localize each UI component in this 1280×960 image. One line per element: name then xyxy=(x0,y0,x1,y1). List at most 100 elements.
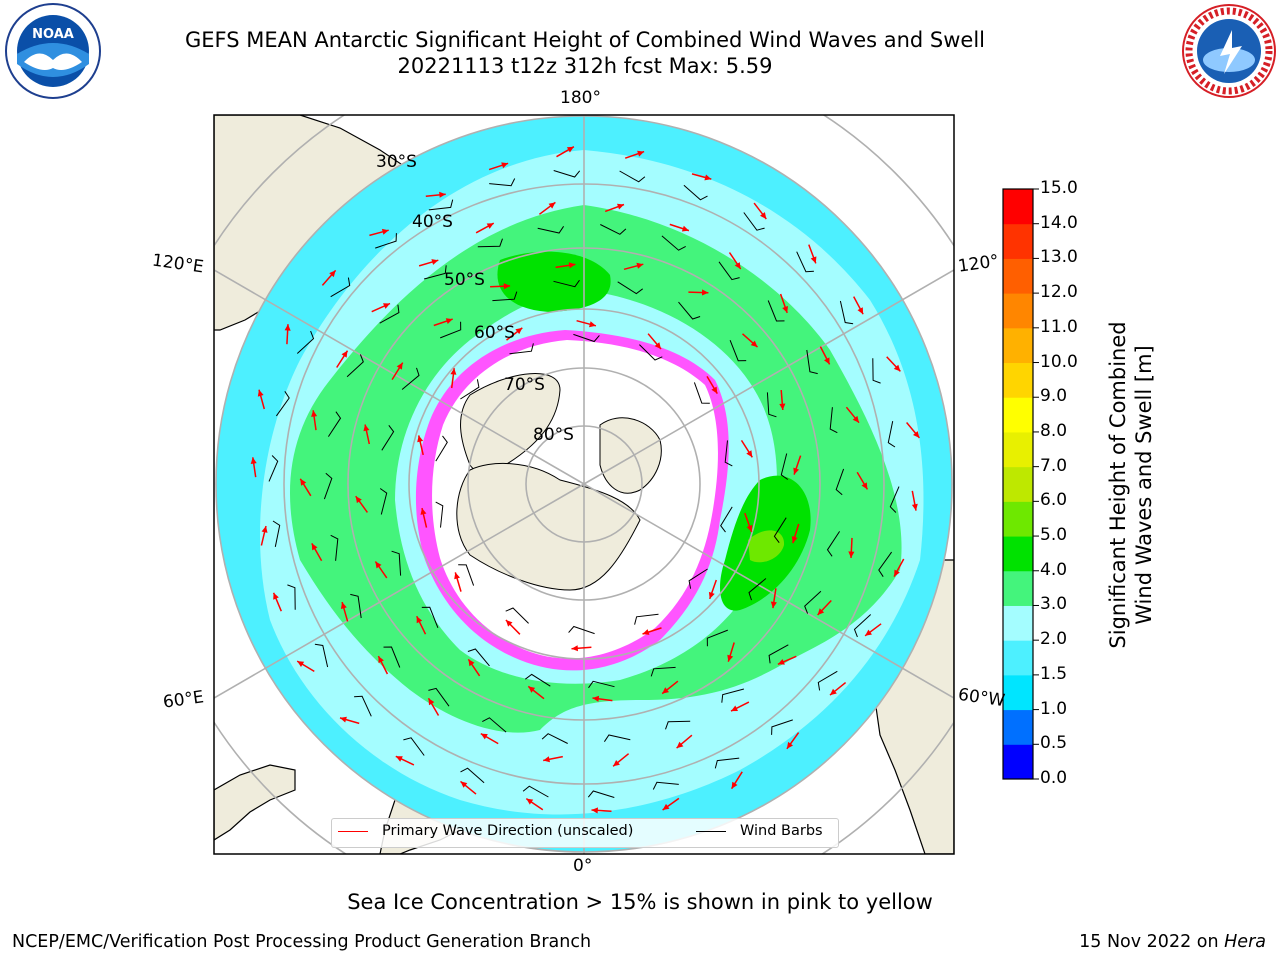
wind-barb xyxy=(678,301,701,320)
wind-barb xyxy=(839,300,854,325)
wave-arrow-head xyxy=(591,807,598,814)
wind-barb xyxy=(323,472,333,500)
colorbar-swatch xyxy=(1003,223,1033,259)
nws-logo xyxy=(1182,4,1276,98)
wave-arrow-head xyxy=(417,435,424,443)
wave-arrow-head xyxy=(341,350,348,358)
wave-arrow-head xyxy=(416,616,423,624)
wave-arrow-head xyxy=(727,654,734,662)
wave-arrow-head xyxy=(480,733,488,740)
colorbar-tick-label: 9.0 xyxy=(1040,386,1068,407)
colorbar-tick-label: 0.5 xyxy=(1040,733,1068,754)
wind-barb xyxy=(688,568,708,589)
colorbar-swatch xyxy=(1003,570,1033,606)
wind-barb xyxy=(458,564,475,586)
wind-barb xyxy=(796,251,814,273)
wind-barb xyxy=(729,340,747,362)
wind-barb xyxy=(460,767,485,784)
wave-arrow-head xyxy=(428,698,435,706)
colorbar-swatch xyxy=(1003,709,1033,745)
wave-arrow-head xyxy=(311,410,318,417)
lon-label-0: 0° xyxy=(573,856,593,876)
wind-barb xyxy=(766,392,777,418)
wind-barb xyxy=(525,673,551,687)
wave-arrow-head xyxy=(791,536,798,544)
wave-arrow-head xyxy=(782,306,788,313)
map-legend: Primary Wave Direction (unscaled) Wind B… xyxy=(331,818,839,848)
wave-arrow-head xyxy=(708,591,715,599)
wind-barb xyxy=(492,291,518,302)
colorbar-tick-label: 3.0 xyxy=(1040,594,1068,615)
wave-arrow-head xyxy=(261,526,268,533)
wave-arrow-head xyxy=(445,318,453,324)
wave-arrow-head xyxy=(793,467,799,475)
wave-arrow-head xyxy=(654,342,661,349)
wave-arrow-head xyxy=(250,457,257,464)
wave-arrow-head xyxy=(381,228,389,235)
wind-barb xyxy=(275,391,290,417)
wind-barb xyxy=(617,281,643,295)
wind-barb xyxy=(588,680,615,689)
wind-barb xyxy=(391,550,402,576)
colorbar-tick-label: 0.0 xyxy=(1040,768,1068,788)
colorbar-title-line2: Wind Waves and Swell [m] xyxy=(1132,345,1156,625)
wind-barb xyxy=(720,506,733,533)
wave-arrow-head xyxy=(662,687,669,694)
wave-arrow-head xyxy=(460,781,468,788)
lat-label-80s: 80°S xyxy=(533,425,574,445)
footer-host: Hera xyxy=(1224,932,1266,952)
wind-barb xyxy=(379,304,400,324)
colorbar-tick-label: 8.0 xyxy=(1040,420,1068,441)
wind-barbs xyxy=(268,170,900,798)
wind-barb xyxy=(327,411,342,437)
wind-barb xyxy=(268,455,279,482)
wave-arrow-head xyxy=(566,146,574,153)
wave-arrow-head xyxy=(734,262,741,269)
wind-barb xyxy=(428,199,454,211)
map-frame xyxy=(213,114,955,855)
wave-arrow-head xyxy=(637,150,645,157)
wind-barb xyxy=(314,643,329,668)
lat-label-40s: 40°S xyxy=(412,212,453,232)
colorbar-swatch xyxy=(1003,258,1033,294)
wave-arrow-head xyxy=(746,450,753,458)
wind-barb xyxy=(878,551,893,577)
wave-arrow-head xyxy=(311,543,318,551)
wave-arrow-head xyxy=(378,656,384,664)
wind-barb xyxy=(835,468,845,496)
wind-barb xyxy=(661,235,686,251)
wind-barb xyxy=(806,349,818,375)
colorbar-tick-label: 10.0 xyxy=(1040,351,1078,372)
wave-arrow-head xyxy=(893,364,901,372)
wind-barb xyxy=(652,781,679,790)
wave-arrow-head xyxy=(297,661,305,667)
wind-barb xyxy=(428,687,450,707)
wave-arrow-head xyxy=(861,482,868,490)
wind-barb xyxy=(714,757,740,769)
wave-arrow-head xyxy=(340,602,347,609)
wave-arrow-head xyxy=(284,324,291,331)
wind-barb xyxy=(522,785,549,798)
wind-barb xyxy=(804,590,822,614)
wave-arrow-head xyxy=(548,202,556,209)
colorbar-tick-label: 14.0 xyxy=(1040,212,1078,233)
wind-barb xyxy=(421,606,439,628)
colorbar-tick-label: 12.0 xyxy=(1040,282,1078,303)
wave-arrow-head xyxy=(760,212,767,219)
colorbar-swatch xyxy=(1003,397,1033,433)
colorbar-tick-label: 6.0 xyxy=(1040,490,1068,511)
wind-barb xyxy=(872,358,881,384)
wind-barb xyxy=(379,488,388,515)
wave-arrow-head xyxy=(526,798,534,805)
wave-arrow-head xyxy=(340,716,347,723)
wave-arrow-head xyxy=(704,174,712,181)
wave-arrow-head xyxy=(830,688,837,696)
colorbar-tick-label: 11.0 xyxy=(1040,316,1078,337)
wind-barb xyxy=(272,520,281,547)
wind-barb xyxy=(460,379,480,400)
wave-arrow-head xyxy=(592,695,600,702)
wave-arrow-head xyxy=(468,659,475,667)
wind-barb xyxy=(693,382,710,404)
wave-arrow-head xyxy=(439,191,446,198)
wave-arrow-head xyxy=(383,303,390,309)
